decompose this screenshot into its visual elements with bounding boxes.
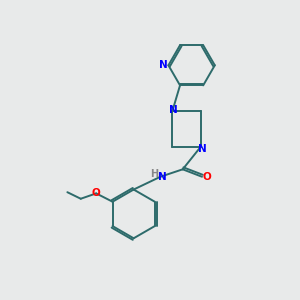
- Text: H: H: [150, 169, 158, 179]
- Text: N: N: [198, 143, 206, 154]
- Text: N: N: [169, 105, 178, 115]
- Text: O: O: [203, 172, 212, 182]
- Text: N: N: [158, 172, 166, 182]
- Text: N: N: [159, 60, 167, 70]
- Text: O: O: [92, 188, 100, 198]
